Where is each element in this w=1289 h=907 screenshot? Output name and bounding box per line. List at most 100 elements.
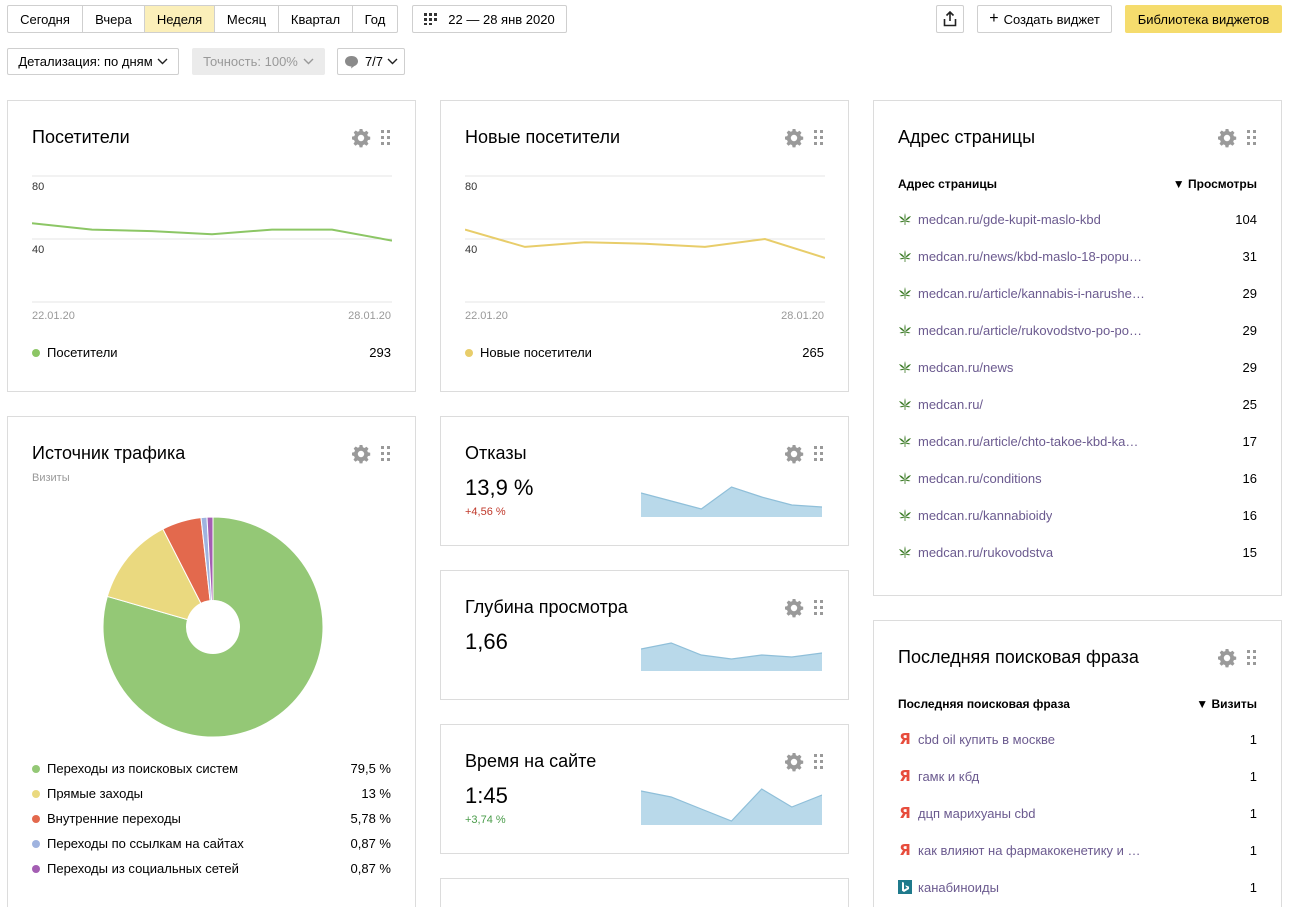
time-sparkline xyxy=(641,788,822,825)
views-count: 29 xyxy=(1242,322,1257,338)
views-count: 31 xyxy=(1242,248,1257,264)
cannabis-leaf-icon xyxy=(899,287,911,299)
drag-handle-icon[interactable] xyxy=(814,600,824,616)
search-phrase-link[interactable]: cbd oil купить в москве xyxy=(918,731,1056,747)
legend-label: Переходы из социальных сетей xyxy=(47,861,239,876)
gear-icon[interactable] xyxy=(351,444,371,464)
period-today[interactable]: Сегодня xyxy=(8,6,83,32)
table-row: medcan.ru/conditions 16 xyxy=(898,468,1257,488)
page-url-link[interactable]: medcan.ru/ xyxy=(918,396,984,412)
table-row: medcan.ru/news 29 xyxy=(898,357,1257,377)
accuracy-dropdown[interactable]: Точность: 100% xyxy=(192,48,325,75)
drag-handle-icon[interactable] xyxy=(1247,130,1257,146)
depth-widget: Глубина просмотра 1,66 xyxy=(440,570,849,700)
yandex-icon: Я xyxy=(899,767,911,785)
table-row: medcan.ru/kannabioidy 16 xyxy=(898,505,1257,525)
traffic-legend-item[interactable]: Переходы из поисковых систем 79,5 % xyxy=(32,761,391,776)
plus-icon: + xyxy=(989,10,999,27)
bounce-widget: Отказы 13,9 % +4,56 % xyxy=(440,416,849,546)
legend-label: Переходы из поисковых систем xyxy=(47,761,239,776)
col-views[interactable]: ▼ Просмотры xyxy=(1172,177,1257,191)
pie-slice[interactable] xyxy=(206,516,214,628)
create-widget-label: Создать виджет xyxy=(1003,11,1100,27)
sparkline-line xyxy=(641,642,822,660)
traffic-legend-item[interactable]: Прямые заходы 13 % xyxy=(32,786,391,801)
page-url-link[interactable]: medcan.ru/article/rukovodstvo-po-po… xyxy=(918,322,1142,338)
share-button[interactable] xyxy=(936,5,964,33)
new-visitors-series-line xyxy=(465,228,825,259)
table-row: medcan.ru/article/kannabis-i-narushe… 29 xyxy=(898,283,1257,303)
annotations-dropdown[interactable]: 7/7 xyxy=(337,48,405,75)
search-phrase-link[interactable]: как влияют на фармакокенетику и ф… xyxy=(918,842,1150,858)
views-count: 15 xyxy=(1242,544,1257,560)
cannabis-leaf-icon xyxy=(899,361,911,373)
detail-dropdown[interactable]: Детализация: по дням xyxy=(7,48,179,75)
period-week[interactable]: Неделя xyxy=(145,6,215,32)
period-quarter[interactable]: Квартал xyxy=(279,6,353,32)
gear-icon[interactable] xyxy=(1217,128,1237,148)
new-visitors-legend: Новые посетители 265 xyxy=(465,345,824,360)
period-month[interactable]: Месяц xyxy=(215,6,279,32)
traffic-legend-item[interactable]: Переходы из социальных сетей 0,87 % xyxy=(32,861,391,876)
new-visitors-widget: Новые посетители 80 40 22.01.20 28.01.20… xyxy=(440,100,849,392)
views-count: 16 xyxy=(1242,470,1257,486)
page-url-link[interactable]: medcan.ru/conditions xyxy=(918,470,1042,486)
gear-icon[interactable] xyxy=(784,128,804,148)
page-url-link[interactable]: medcan.ru/gde-kupit-maslo-kbd xyxy=(918,211,1101,227)
drag-handle-icon[interactable] xyxy=(814,446,824,462)
page-url-link[interactable]: medcan.ru/news xyxy=(918,359,1014,375)
search-phrase-link[interactable]: дцп марихуаны cbd xyxy=(918,805,1036,821)
traffic-subtitle: Визиты xyxy=(32,472,70,484)
page-url-link[interactable]: medcan.ru/article/chto-takoe-kbd-ka… xyxy=(918,433,1139,449)
date-end: 28.01.20 xyxy=(781,310,824,322)
period-year[interactable]: Год xyxy=(364,11,386,27)
sparkline-area xyxy=(641,789,822,825)
donut-hole xyxy=(186,600,240,654)
pages-table-header: Адрес страницы ▼ Просмотры xyxy=(898,177,1257,191)
search-table-header: Последняя поисковая фраза ▼ Визиты xyxy=(898,697,1257,711)
drag-handle-icon[interactable] xyxy=(814,130,824,146)
drag-handle-icon[interactable] xyxy=(814,754,824,770)
page-url-link[interactable]: medcan.ru/news/kbd-maslo-18-popu… xyxy=(918,248,1142,264)
legend-value: 0,87 % xyxy=(350,836,391,851)
legend-value: 5,78 % xyxy=(350,811,391,826)
col-page-address[interactable]: Адрес страницы xyxy=(898,177,997,191)
col-visits[interactable]: ▼ Визиты xyxy=(1196,697,1257,711)
gear-icon[interactable] xyxy=(784,752,804,772)
col-search-phrase[interactable]: Последняя поисковая фраза xyxy=(898,697,1070,711)
date-range-label: 22 — 28 янв 2020 xyxy=(448,11,555,27)
search-phrase-link[interactable]: гамк и кбд xyxy=(918,768,980,784)
depth-sparkline xyxy=(641,642,822,671)
gear-icon[interactable] xyxy=(1217,648,1237,668)
period-yesterday[interactable]: Вчера xyxy=(83,6,145,32)
depth-title: Глубина просмотра xyxy=(465,597,628,617)
legend-value: 79,5 % xyxy=(350,761,391,776)
legend-total: 265 xyxy=(802,345,824,360)
gear-icon[interactable] xyxy=(784,444,804,464)
page-url-link[interactable]: medcan.ru/article/kannabis-i-narushe… xyxy=(918,285,1145,301)
gear-icon[interactable] xyxy=(784,598,804,618)
widget-library-button[interactable]: Библиотека виджетов xyxy=(1125,5,1282,33)
cannabis-leaf-icon xyxy=(899,398,911,410)
create-widget-button[interactable]: + Создать виджет xyxy=(977,5,1112,33)
traffic-legend-item[interactable]: Внутренние переходы 5,78 % xyxy=(32,811,391,826)
drag-handle-icon[interactable] xyxy=(381,130,391,146)
sparkline-line xyxy=(641,486,822,510)
gear-icon[interactable] xyxy=(351,128,371,148)
page-url-link[interactable]: medcan.ru/kannabioidy xyxy=(918,507,1053,523)
bounce-delta: +4,56 % xyxy=(465,506,506,518)
search-phrase-link[interactable]: канабиноиды xyxy=(918,879,999,895)
pie-slice[interactable] xyxy=(106,528,214,628)
drag-handle-icon[interactable] xyxy=(1247,650,1257,666)
date-end: 28.01.20 xyxy=(348,310,391,322)
traffic-source-widget: Источник трафика Визиты Переходы из поис… xyxy=(7,416,416,907)
yandex-icon: Я xyxy=(899,841,911,859)
sparkline-area xyxy=(641,643,822,671)
traffic-legend-item[interactable]: Переходы по ссылкам на сайтах 0,87 % xyxy=(32,836,391,851)
date-range-button[interactable]: 22 — 28 янв 2020 xyxy=(412,5,567,33)
sparkline-area xyxy=(641,487,822,517)
drag-handle-icon[interactable] xyxy=(381,446,391,462)
page-url-link[interactable]: medcan.ru/rukovodstva xyxy=(918,544,1054,560)
chevron-down-icon xyxy=(157,58,168,65)
